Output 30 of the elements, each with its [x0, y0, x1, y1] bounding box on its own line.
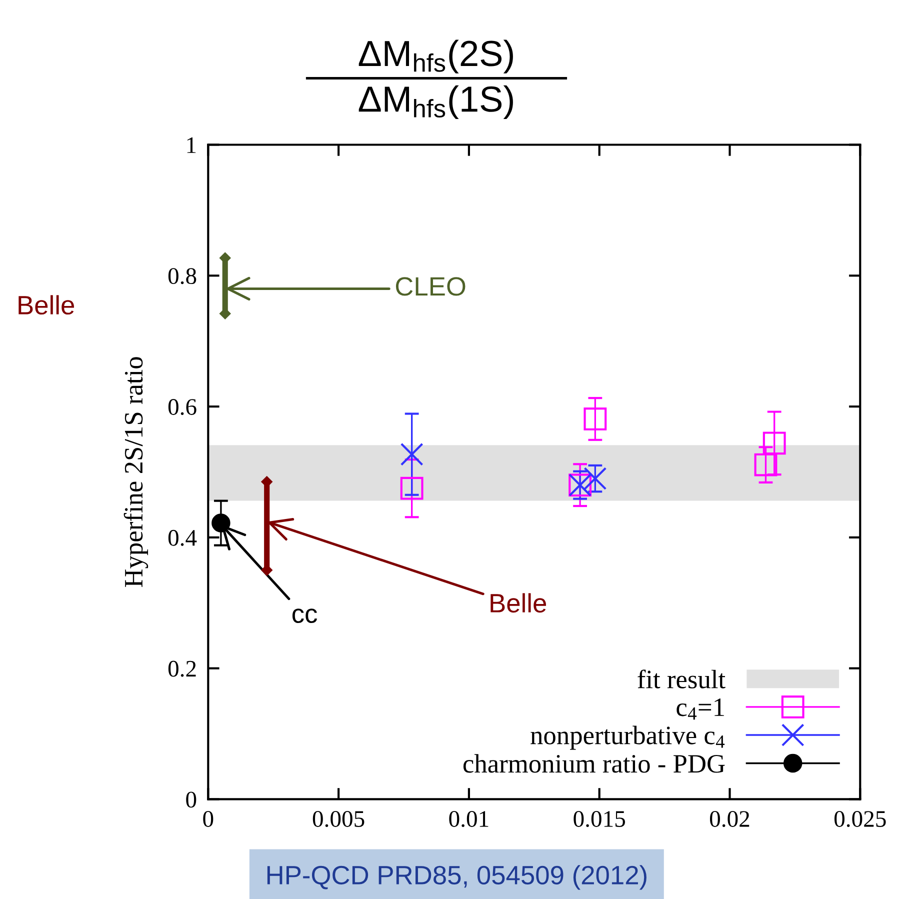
y-tick-label: 0.2	[168, 660, 196, 677]
annotation: CLEO	[396, 277, 466, 296]
point	[400, 442, 424, 466]
annotation: Belle	[490, 593, 546, 613]
x-tick-label: 0.015	[574, 811, 625, 828]
text: Belle	[18, 295, 74, 315]
point	[584, 467, 607, 490]
legend-label: nonperturbative c$_{4}$	[530, 726, 725, 750]
x-tick-label: 0	[203, 811, 214, 827]
legend-label: fit result	[638, 670, 726, 688]
x-tick-label: 0.01	[449, 811, 488, 828]
y-axis-title: Hyperfine 2S/1S ratio	[124, 357, 148, 588]
y-tick-label: 0.8	[168, 268, 196, 284]
point	[754, 453, 778, 476]
y-tick-label: 0	[186, 792, 196, 808]
x-tick-label: 0.005	[312, 811, 364, 828]
y-tick-label: 1	[187, 137, 196, 153]
legend-label: c$_{4}$=1	[676, 698, 724, 720]
x-tick-label: 0.025	[834, 811, 886, 828]
legend-label: charmonium ratio - PDG	[463, 754, 725, 773]
y-tick-label: 0.4	[168, 530, 197, 546]
x-tick-label: 0.02	[710, 811, 750, 828]
text: HP-QCD PRD85, 054509 (2012)	[267, 865, 646, 890]
point	[400, 476, 424, 500]
point	[584, 408, 607, 430]
chart-title: ΔM$_{hfs}$(2S) ΔM$_{hfs}$(1S)	[358, 40, 513, 120]
point	[212, 514, 230, 532]
y-tick-label: 0.6	[168, 399, 196, 416]
annotation: cc	[292, 608, 318, 624]
point	[762, 432, 786, 455]
